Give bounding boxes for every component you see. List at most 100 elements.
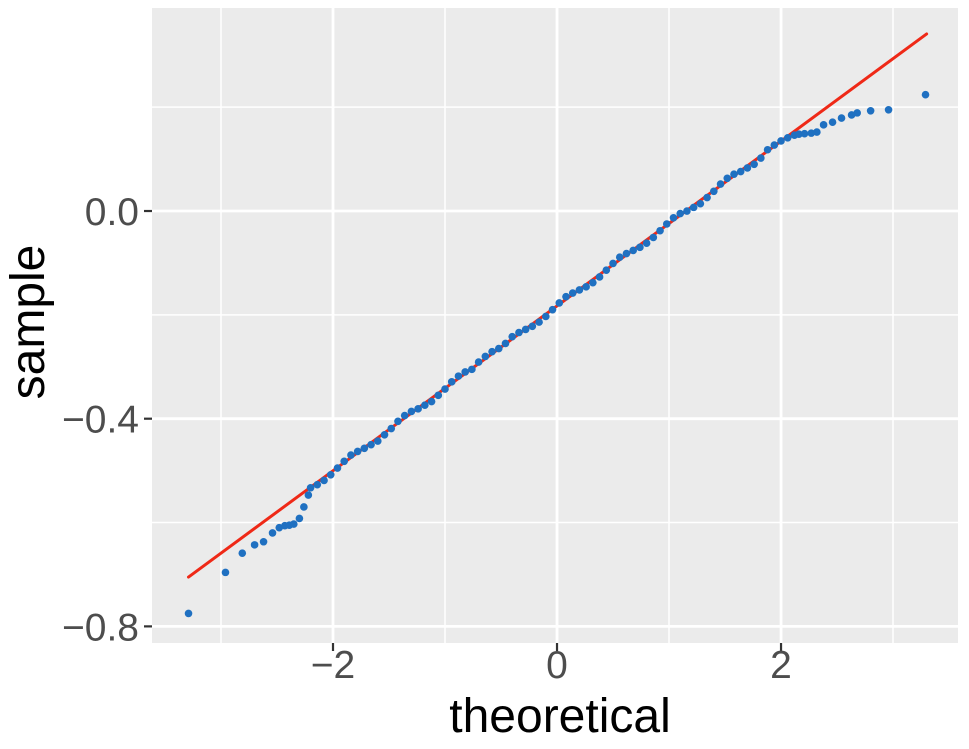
qq-point [777, 137, 785, 145]
qq-point [300, 503, 308, 511]
y-tick-label: 0.0 [85, 191, 139, 234]
plot-panel [152, 8, 958, 643]
qq-point [853, 109, 861, 117]
qq-point [407, 407, 416, 416]
qq-point [542, 312, 550, 321]
qq-point [394, 417, 402, 426]
qq-point [622, 249, 631, 258]
qq-point [306, 483, 315, 492]
qq-point [447, 378, 456, 386]
y-tick-label: −0.8 [62, 606, 139, 649]
qq-point [454, 372, 463, 380]
qq-point [333, 464, 342, 472]
qq-point [710, 187, 718, 196]
qq-point [481, 352, 490, 361]
plot-layers: −2 0 2 0.0 −0.4 −0.8 [62, 8, 958, 687]
qq-point [501, 339, 510, 348]
qq-point [703, 193, 711, 202]
qq-point [414, 405, 422, 413]
qq-point [268, 529, 277, 537]
qq-point [326, 470, 335, 479]
qq-point [723, 174, 732, 183]
qq-point [649, 233, 658, 242]
qq-point [474, 358, 483, 366]
qq-point [589, 278, 597, 287]
qq-point [837, 114, 846, 122]
qq-point [662, 220, 671, 228]
qq-point [750, 160, 758, 169]
qq-point [441, 385, 449, 393]
qq-point [353, 447, 362, 456]
qq-point [696, 199, 705, 208]
qq-point [636, 243, 644, 252]
qq-point [347, 451, 355, 459]
qq-point [757, 154, 765, 162]
qq-point [602, 266, 611, 275]
qq-point [555, 299, 564, 307]
qq-point [535, 318, 543, 326]
qq-point [595, 273, 604, 281]
qq-point [434, 391, 443, 400]
qq-point [461, 368, 469, 376]
qq-point [367, 440, 375, 449]
qq-point [304, 491, 313, 499]
qq-point [763, 145, 772, 154]
qq-point [921, 90, 930, 99]
qq-point [184, 609, 193, 618]
qq-point [521, 325, 530, 334]
qq-point [548, 305, 557, 314]
qq-point [340, 457, 349, 466]
qq-point [508, 332, 517, 341]
qq-point [238, 549, 247, 557]
y-axis-title: sample [2, 245, 55, 400]
qq-point [683, 207, 691, 215]
qq-point [421, 401, 429, 409]
qq-point [360, 444, 369, 453]
qq-point [689, 203, 698, 212]
qq-point [828, 118, 837, 127]
x-axis-title: theoretical [449, 690, 670, 743]
qq-point [488, 347, 496, 356]
qq-point [427, 397, 436, 406]
qq-point [615, 253, 624, 262]
qq-point [736, 167, 745, 176]
qq-point [568, 289, 577, 297]
qq-point [259, 537, 268, 546]
y-tick-label: −0.4 [62, 399, 139, 442]
qq-point [884, 105, 893, 114]
qq-point [515, 328, 523, 337]
qq-point [730, 170, 738, 178]
qq-point [380, 430, 389, 439]
qq-point [400, 411, 409, 420]
x-tick-label: −2 [311, 644, 355, 687]
qq-point [642, 239, 651, 248]
qq-point [374, 437, 382, 445]
qq-point [295, 514, 304, 523]
qq-point [562, 292, 570, 301]
x-tick-label: 2 [770, 644, 792, 687]
qq-point [743, 164, 752, 172]
qq-point [250, 541, 259, 549]
qq-point [819, 121, 828, 129]
qq-point [290, 520, 298, 528]
qq-point [795, 130, 803, 138]
qq-point [528, 322, 537, 331]
qq-point [387, 424, 396, 433]
qq-point [800, 129, 809, 138]
qq-point [320, 476, 328, 485]
qq-point [813, 128, 821, 136]
qq-point [609, 259, 617, 268]
qq-point [494, 344, 503, 353]
qq-point [221, 568, 230, 577]
qq-point [468, 365, 476, 374]
x-tick-label: 0 [546, 644, 568, 687]
qq-point [716, 180, 725, 188]
qq-point [770, 141, 779, 149]
qq-point [575, 286, 584, 294]
qq-point [866, 107, 875, 115]
qq-point [582, 283, 590, 291]
qq-point [629, 246, 637, 255]
qq-point [676, 209, 685, 218]
